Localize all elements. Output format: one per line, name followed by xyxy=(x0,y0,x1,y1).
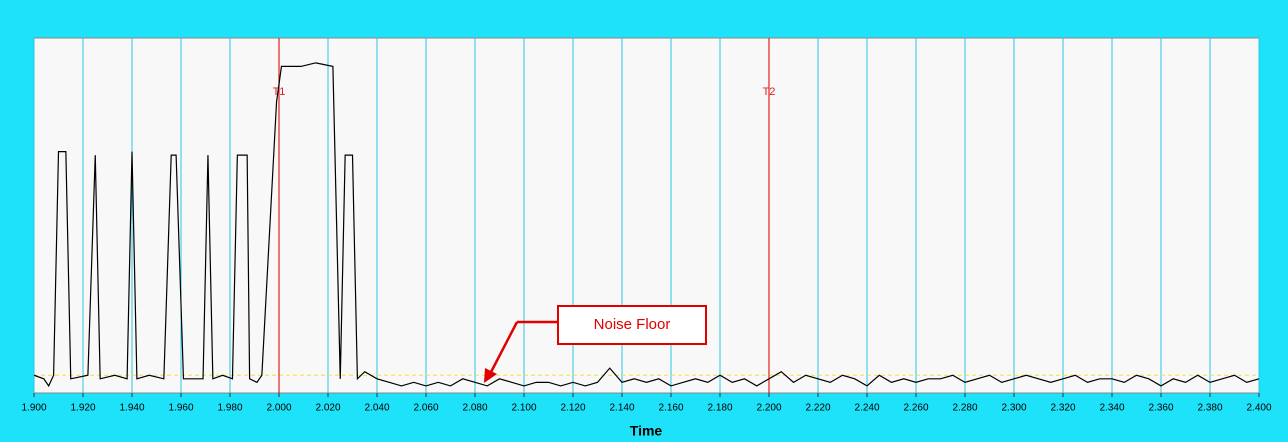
x-tick-label: 2.320 xyxy=(1050,403,1075,414)
annotation: Noise Floor xyxy=(484,305,707,383)
x-tick-label: 2.080 xyxy=(462,403,487,414)
annotation-arrow xyxy=(488,321,519,375)
x-tick-label: 1.900 xyxy=(21,403,46,414)
x-tick-label: 2.120 xyxy=(560,403,585,414)
x-tick-label: 1.920 xyxy=(70,403,95,414)
x-axis-label: Time xyxy=(630,423,663,439)
x-tick-label: 2.360 xyxy=(1148,403,1173,414)
cursor-label: T2 xyxy=(763,86,776,98)
x-tick-label: 2.400 xyxy=(1246,403,1271,414)
x-tick-label: 2.200 xyxy=(756,403,781,414)
x-tick-label: 2.380 xyxy=(1197,403,1222,414)
x-tick-label: 2.180 xyxy=(707,403,732,414)
x-tick-label: 1.960 xyxy=(168,403,193,414)
x-tick-label: 2.140 xyxy=(609,403,634,414)
cursor-label: T1 xyxy=(273,86,286,98)
x-tick-label: 1.940 xyxy=(119,403,144,414)
x-tick-label: 1.980 xyxy=(217,403,242,414)
x-tick-label: 2.240 xyxy=(854,403,879,414)
x-tick-label: 2.300 xyxy=(1001,403,1026,414)
x-tick-label: 2.000 xyxy=(266,403,291,414)
x-tick-label: 2.020 xyxy=(315,403,340,414)
x-tick-label: 2.340 xyxy=(1099,403,1124,414)
annotation-box xyxy=(557,305,707,345)
annotation-arrowhead xyxy=(484,368,497,383)
x-tick-label: 2.280 xyxy=(952,403,977,414)
x-tick-label: 2.260 xyxy=(903,403,928,414)
annotation-text: Noise Floor xyxy=(594,316,671,333)
x-tick-label: 2.100 xyxy=(511,403,536,414)
x-tick-label: 2.220 xyxy=(805,403,830,414)
signal-line xyxy=(33,62,1260,388)
x-tick-label: 2.060 xyxy=(413,403,438,414)
x-tick-label: 2.040 xyxy=(364,403,389,414)
x-tick-label: 2.160 xyxy=(658,403,683,414)
